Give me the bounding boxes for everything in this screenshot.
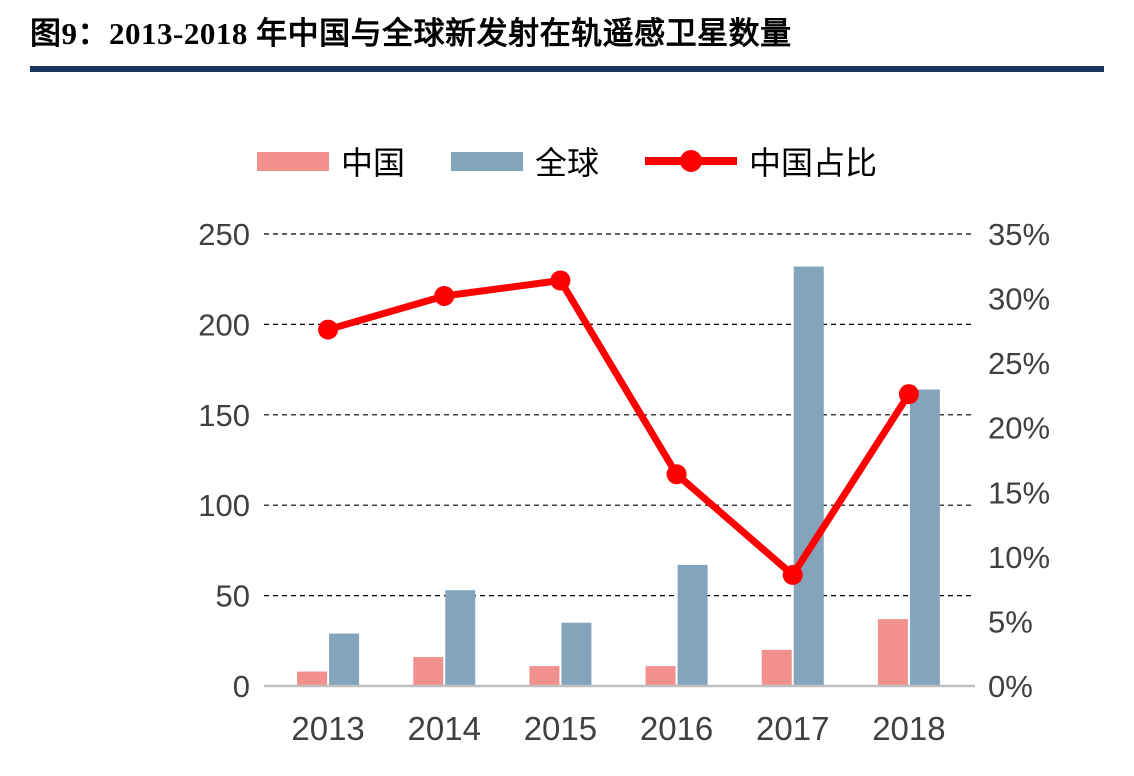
- svg-text:100: 100: [198, 488, 250, 523]
- svg-text:10%: 10%: [988, 540, 1050, 575]
- legend-label-china: 中国: [340, 145, 405, 181]
- svg-text:50: 50: [216, 579, 250, 614]
- chart-legend: 中国 全球 中国占比: [0, 142, 1134, 181]
- svg-text:250: 250: [198, 217, 250, 252]
- line-swatch-dot: [680, 150, 702, 172]
- svg-text:0%: 0%: [988, 669, 1033, 704]
- svg-text:35%: 35%: [988, 217, 1050, 252]
- svg-text:2014: 2014: [408, 710, 481, 747]
- figure-title: 图9：2013-2018 年中国与全球新发射在轨遥感卫星数量: [30, 16, 792, 51]
- legend-label-china-share: 中国占比: [749, 145, 878, 181]
- svg-text:15%: 15%: [988, 475, 1050, 510]
- svg-text:5%: 5%: [988, 604, 1033, 639]
- svg-text:2013: 2013: [291, 710, 364, 747]
- svg-text:2018: 2018: [872, 710, 945, 747]
- combo-chart: 0 50 100 150 200 250 0% 5% 10% 15% 20% 25% 30% 35% 201…: [198, 217, 1050, 747]
- svg-text:2015: 2015: [524, 710, 597, 747]
- legend-item-china-share: 中国占比: [645, 138, 877, 184]
- legend-label-global: 全球: [534, 145, 599, 181]
- svg-text:20%: 20%: [988, 411, 1050, 446]
- svg-text:0: 0: [233, 669, 250, 704]
- svg-text:2016: 2016: [640, 710, 713, 747]
- svg-text:25%: 25%: [988, 346, 1050, 381]
- china-share-line-swatch: [645, 149, 737, 173]
- global-bar-swatch: [450, 151, 523, 171]
- legend-item-china: 中国: [256, 138, 405, 184]
- title-divider: [30, 66, 1104, 72]
- legend-item-global: 全球: [450, 138, 599, 184]
- china-bar-swatch: [256, 151, 329, 171]
- svg-text:30%: 30%: [988, 282, 1050, 317]
- svg-text:2017: 2017: [756, 710, 829, 747]
- svg-text:150: 150: [198, 398, 250, 433]
- svg-text:200: 200: [198, 307, 250, 342]
